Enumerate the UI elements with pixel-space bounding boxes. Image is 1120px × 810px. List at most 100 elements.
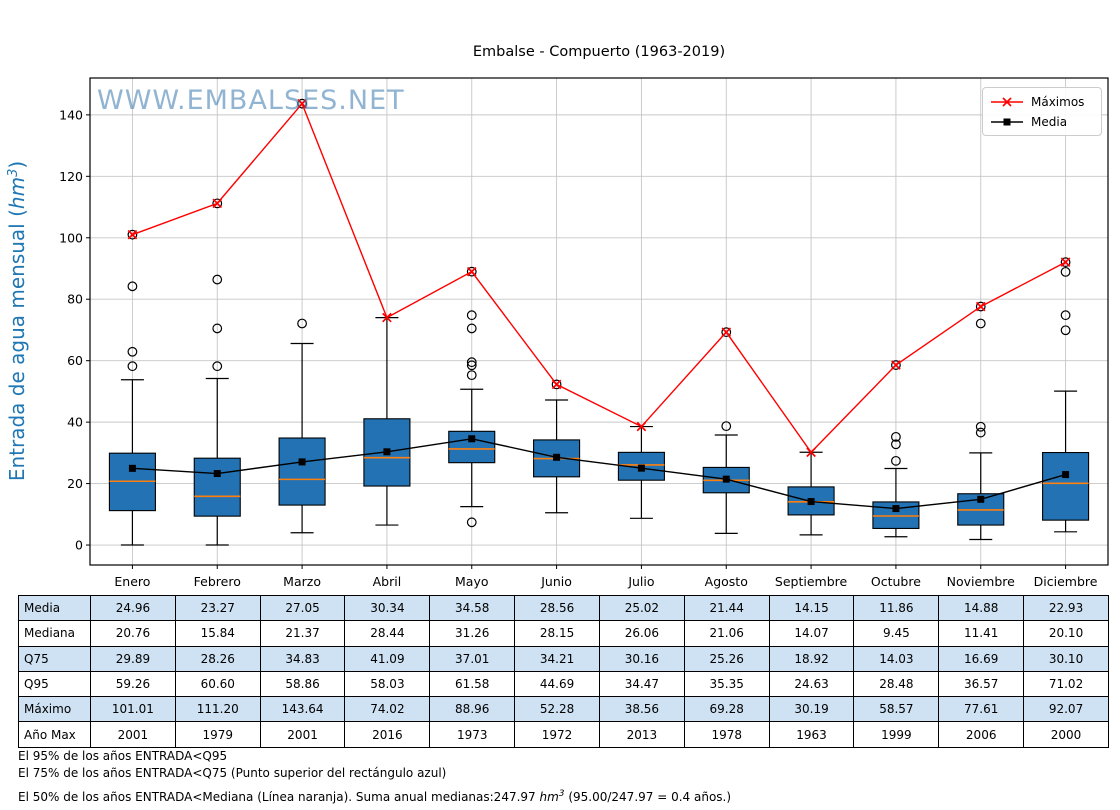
table-cell: 1978 — [683, 721, 770, 748]
x-tick-label: Abril — [373, 574, 402, 589]
table-cell: 69.28 — [683, 696, 770, 723]
boxplot-box — [278, 437, 326, 506]
maximos-marker — [551, 379, 562, 390]
table-cell: 2001 — [90, 721, 176, 748]
media-marker — [383, 448, 391, 456]
table-cell: 58.57 — [853, 696, 940, 723]
table-cell: 11.41 — [938, 620, 1025, 647]
table-cell: 34.83 — [259, 645, 346, 672]
footer-text-part: (95.00/247.97 = 0.4 años.) — [564, 790, 732, 804]
media-marker — [468, 435, 476, 443]
table-cell: 14.03 — [853, 645, 940, 672]
x-tick-label: Noviembre — [947, 574, 1016, 589]
table-cell: 21.06 — [683, 620, 770, 647]
outlier-point — [721, 421, 732, 432]
maximos-marker — [1060, 257, 1071, 267]
x-tick-label: Junio — [540, 574, 572, 589]
table-cell: 28.26 — [174, 645, 261, 672]
table-cell: 18.92 — [768, 645, 855, 672]
outlier-point — [975, 427, 986, 438]
table-row-label: Año Max — [18, 721, 91, 748]
x-tick-label: Octubre — [871, 574, 921, 589]
media-marker — [553, 453, 561, 461]
y-tick-label: 100 — [59, 230, 83, 245]
outlier-point — [891, 431, 901, 442]
maximos-marker — [891, 360, 901, 370]
outlier-point — [891, 360, 901, 370]
outlier-point — [891, 439, 901, 450]
media-marker — [128, 464, 136, 472]
plot-frame — [89, 77, 1109, 566]
table-cell: 58.03 — [344, 670, 431, 698]
table-cell: 28.56 — [514, 594, 600, 622]
table-cell: 25.26 — [683, 645, 770, 672]
stats-table: Media 24.96 23.27 27.05 30.34 34.58 28.56 25.02… — [18, 594, 1109, 748]
outlier-point — [297, 318, 307, 329]
table-row: Q95 59.26 60.60 58.86 58.03 61.58 44.69 34.47 35… — [18, 670, 1109, 698]
table-cell: 27.05 — [259, 594, 346, 622]
table-cell: 30.10 — [1023, 645, 1109, 672]
table-cell: 1973 — [429, 721, 516, 748]
footer-unit: hm — [539, 790, 559, 804]
table-cell: 15.84 — [174, 620, 261, 647]
table-cell: 22.93 — [1023, 594, 1109, 622]
maximos-line — [132, 102, 1066, 454]
y-tick-label: 120 — [59, 169, 83, 184]
table-cell: 34.47 — [598, 670, 685, 698]
outlier-point — [212, 361, 223, 372]
table-row: Media 24.96 23.27 27.05 30.34 34.58 28.56 25.02… — [18, 594, 1109, 622]
table-cell: 41.09 — [344, 645, 431, 672]
outlier-point — [212, 274, 223, 285]
table-cell: 28.48 — [853, 670, 940, 698]
maximos-marker — [636, 421, 647, 432]
maximos-marker — [127, 229, 138, 240]
media-line-icon — [991, 118, 1023, 126]
y-tick-label: 140 — [59, 107, 83, 122]
table-row-label: Q95 — [18, 670, 91, 698]
maximos-marker — [466, 266, 477, 277]
media-marker — [298, 458, 306, 466]
outlier-point — [127, 281, 138, 292]
outlier-point — [297, 98, 307, 109]
table-cell: 44.69 — [514, 670, 600, 698]
maximos-marker — [382, 312, 392, 323]
table-cell: 30.16 — [598, 645, 685, 672]
table-cell: 2016 — [344, 721, 431, 748]
table-cell: 92.07 — [1023, 696, 1109, 723]
table-cell: 143.64 — [259, 696, 346, 723]
media-marker — [807, 498, 815, 506]
outlier-point — [891, 455, 901, 466]
table-cell: 38.56 — [598, 696, 685, 723]
y-axis-label: Entrada de agua mensual (hm3) — [5, 161, 29, 481]
media-marker — [977, 495, 985, 503]
outlier-point — [466, 370, 477, 381]
outlier-point — [466, 266, 477, 277]
outlier-point — [975, 318, 986, 329]
footer-line-q95: El 95% de los años ENTRADA<Q95 — [18, 749, 228, 763]
maximos-marker — [721, 327, 732, 337]
table-row: Q75 29.89 28.26 34.83 41.09 37.01 34.21 30.16 25… — [18, 645, 1109, 672]
table-cell: 9.45 — [853, 620, 940, 647]
outlier-point — [721, 327, 732, 338]
table-row: Máximo 101.01 111.20 143.64 74.02 88.96 52.28 3… — [18, 696, 1109, 723]
table-cell: 11.86 — [853, 594, 940, 622]
table-cell: 101.01 — [90, 696, 176, 723]
x-tick-label: Diciembre — [1034, 574, 1098, 589]
x-tick-label: Mayo — [455, 574, 489, 589]
outlier-point — [551, 379, 562, 390]
table-cell: 20.76 — [90, 620, 176, 647]
table-cell: 88.96 — [429, 696, 516, 723]
legend-item-maximos: Máximos — [989, 92, 1095, 112]
table-cell: 60.60 — [174, 670, 261, 698]
y-tick-label: 0 — [75, 538, 83, 553]
table-cell: 37.01 — [429, 645, 516, 672]
media-line — [132, 438, 1066, 510]
table-cell: 23.27 — [174, 594, 261, 622]
table-cell: 31.26 — [429, 620, 516, 647]
table-cell: 1963 — [768, 721, 855, 748]
table-cell: 20.10 — [1023, 620, 1109, 647]
y-tick-label: 40 — [67, 415, 83, 430]
x-tick-label: Febrero — [194, 574, 241, 589]
legend: Máximos Media — [982, 87, 1102, 136]
table-cell: 2013 — [598, 721, 685, 748]
